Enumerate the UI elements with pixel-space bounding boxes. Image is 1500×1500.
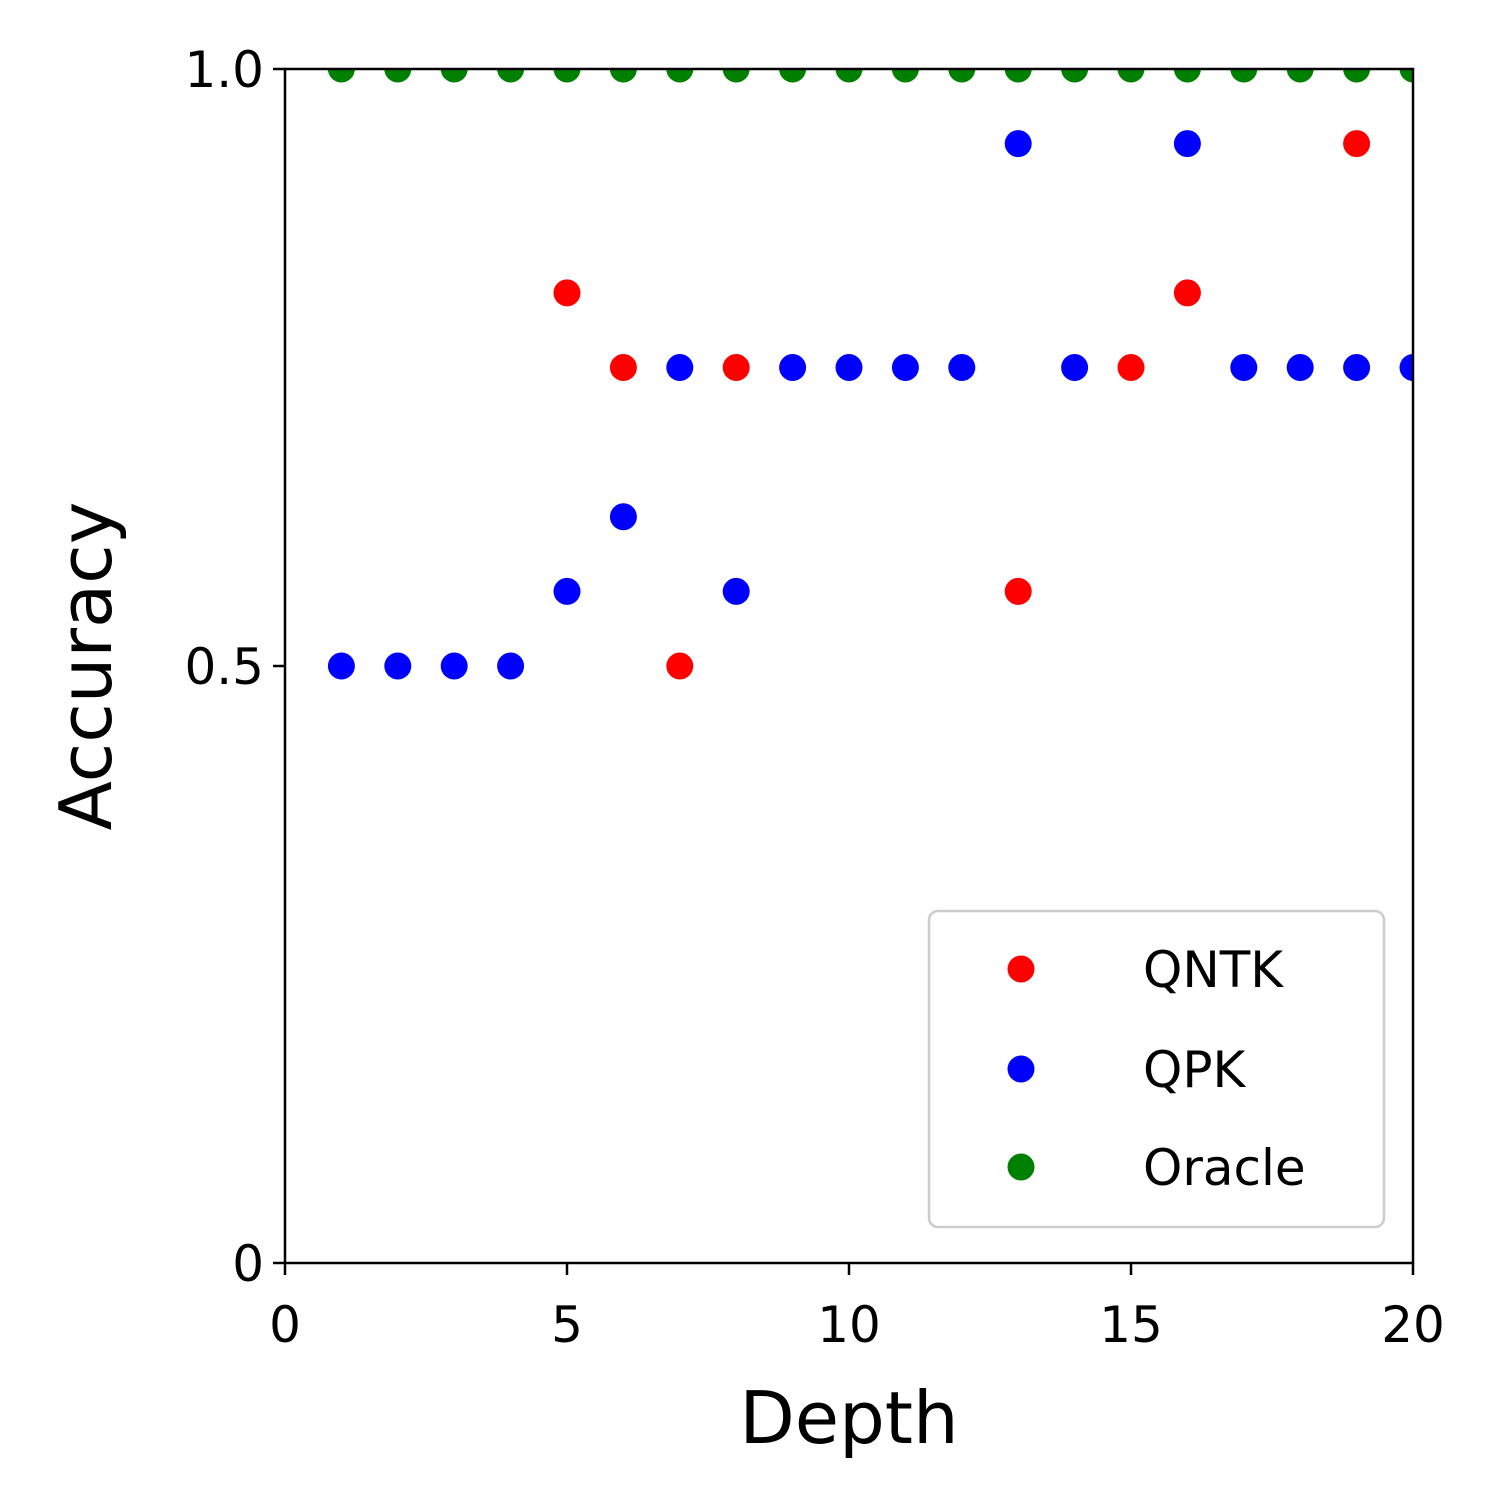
point-qntk-6	[1173, 279, 1201, 307]
point-qpk-4	[553, 577, 581, 605]
point-qpk-13	[1061, 354, 1089, 381]
legend-marker-qntk	[1007, 955, 1035, 983]
point-oracle-0	[327, 69, 355, 83]
point-qntk-2	[666, 652, 694, 680]
point-oracle-13	[1061, 69, 1089, 83]
point-qpk-5	[609, 503, 637, 531]
point-qpk-6	[666, 354, 694, 381]
x-tick-label: 0	[269, 1296, 301, 1354]
point-oracle-18	[1343, 69, 1371, 83]
point-oracle-12	[1004, 69, 1032, 83]
point-qntk-0	[553, 279, 581, 307]
y-axis-title: Accuracy	[44, 502, 128, 831]
legend-marker-oracle	[1007, 1153, 1035, 1181]
point-qpk-7	[722, 577, 750, 605]
y-tick-label: 0.5	[184, 638, 264, 696]
axis-ticks: 0 5 10 15 20 0 0.5 1.0	[184, 41, 1444, 1354]
legend-frame	[927, 909, 1386, 1229]
point-qpk-1	[384, 652, 412, 680]
point-oracle-2	[440, 69, 468, 83]
point-qpk-9	[835, 354, 863, 381]
point-qntk-5	[1117, 354, 1145, 381]
point-oracle-16	[1230, 69, 1258, 83]
x-tick-label: 15	[1099, 1296, 1163, 1354]
point-qpk-8	[779, 354, 807, 381]
point-oracle-8	[779, 69, 807, 83]
point-oracle-4	[553, 69, 581, 83]
point-oracle-6	[666, 69, 694, 83]
point-qpk-14	[1173, 130, 1201, 158]
legend-label-oracle: Oracle	[1143, 1139, 1306, 1197]
legend: QNTK QPK Oracle	[927, 909, 1386, 1229]
point-oracle-10	[891, 69, 919, 83]
point-oracle-11	[948, 69, 976, 83]
point-qpk-15	[1230, 354, 1258, 381]
y-tick-label: 1.0	[184, 41, 264, 99]
point-qntk-7	[1343, 130, 1371, 158]
point-qntk-1	[609, 354, 637, 381]
point-qpk-2	[440, 652, 468, 680]
point-qpk-3	[497, 652, 525, 680]
point-oracle-15	[1173, 69, 1201, 83]
x-tick-label: 20	[1381, 1296, 1445, 1354]
point-qpk-18	[1399, 354, 1413, 381]
point-qpk-12	[1004, 130, 1032, 158]
point-oracle-14	[1117, 69, 1145, 83]
x-tick-label: 5	[551, 1296, 583, 1354]
legend-label-qpk: QPK	[1143, 1041, 1247, 1099]
point-qpk-16	[1286, 354, 1314, 381]
point-qpk-17	[1343, 354, 1371, 381]
data-points	[327, 69, 1413, 680]
point-qpk-10	[891, 354, 919, 381]
point-oracle-9	[835, 69, 863, 83]
point-qpk-11	[948, 354, 976, 381]
point-oracle-1	[384, 69, 412, 83]
point-oracle-7	[722, 69, 750, 83]
point-qntk-3	[722, 354, 750, 381]
point-oracle-5	[609, 69, 637, 83]
point-qntk-4	[1004, 577, 1032, 605]
y-tick-label: 0	[232, 1235, 264, 1293]
point-oracle-17	[1286, 69, 1314, 83]
x-tick-label: 10	[817, 1296, 881, 1354]
point-oracle-19	[1399, 69, 1413, 83]
point-oracle-3	[497, 69, 525, 83]
legend-label-qntk: QNTK	[1143, 941, 1284, 999]
legend-marker-qpk	[1007, 1055, 1035, 1083]
x-axis-title: Depth	[739, 1376, 958, 1460]
point-qpk-0	[327, 652, 355, 680]
